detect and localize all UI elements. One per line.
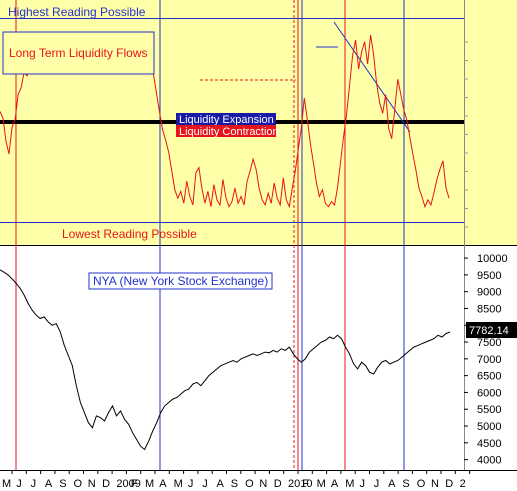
x-tick-label: 2 (460, 478, 466, 490)
x-tick-label: A (45, 478, 53, 490)
x-tick-label: M (145, 478, 154, 490)
bottom-y-tick-label: 7000 (477, 354, 501, 366)
top-y-axis (464, 41, 468, 228)
x-tick-label: J (188, 478, 194, 490)
x-tick-label: J (16, 478, 22, 490)
bottom-y-tick-label: 8500 (477, 303, 501, 315)
x-tick-label: 2010 (288, 478, 312, 490)
last-value-text: 7782.14 (469, 325, 509, 337)
x-tick-label: M (345, 478, 354, 490)
x-tick-label: O (74, 478, 83, 490)
x-tick-label: N (259, 478, 267, 490)
expansion-label: Liquidity Expansion (179, 114, 274, 126)
blue-trendline (333, 21, 411, 133)
bottom-y-tick-label: 4000 (477, 455, 501, 467)
nya-price-line (0, 269, 451, 451)
bottom-y-tick-label: 9500 (477, 270, 501, 282)
x-tick-label: M (317, 478, 326, 490)
x-tick-label: J (360, 478, 366, 490)
highest-reading-label: Highest Reading Possible (8, 5, 146, 19)
x-tick-label: O (417, 478, 426, 490)
nya-title: NYA (New York Stock Exchange) (93, 274, 268, 288)
title-box (2, 31, 155, 75)
x-tick-label: D (445, 478, 453, 490)
last-value-badge (466, 322, 517, 338)
bottom-y-tick-label: 5500 (477, 404, 501, 416)
bottom-y-tick-label: 4500 (477, 438, 501, 450)
contraction-label-bg (176, 125, 276, 137)
bottom-y-tick-label: 10000 (477, 253, 508, 265)
x-tick-label: A (217, 478, 225, 490)
nya-title-box (88, 272, 273, 290)
bottom-y-tick-label: 5000 (477, 421, 501, 433)
x-tick-label: A (331, 478, 339, 490)
x-tick-label: S (402, 478, 409, 490)
x-tick-label: J (31, 478, 36, 490)
x-tick-label: 2009 (116, 478, 140, 490)
x-tick-label: J (202, 478, 208, 490)
x-tick-label: F (131, 478, 138, 490)
bottom-y-tick-label: 9000 (477, 287, 501, 299)
x-tick-label: F (302, 478, 309, 490)
x-tick-label: O (245, 478, 254, 490)
x-tick-label: S (231, 478, 238, 490)
x-tick-label: N (88, 478, 96, 490)
contraction-label: Liquidity Contraction (179, 126, 279, 138)
x-tick-label: D (102, 478, 110, 490)
title-box-label: Long Term Liquidity Flows (9, 46, 148, 60)
bottom-y-tick-label: 6000 (477, 387, 501, 399)
x-tick-label: A (388, 478, 396, 490)
bottom-y-tick-label: 7500 (477, 337, 501, 349)
x-tick-label: N (431, 478, 439, 490)
x-tick-label: J (374, 478, 380, 490)
bottom-y-tick-label: 6500 (477, 371, 501, 383)
x-tick-label: A (159, 478, 167, 490)
x-tick-label: M (174, 478, 183, 490)
expansion-label-bg (176, 113, 276, 125)
x-tick-label: S (59, 478, 66, 490)
lowest-reading-label: Lowest Reading Possible (62, 227, 197, 241)
x-tick-label: M (2, 478, 11, 490)
x-tick-label: D (274, 478, 282, 490)
